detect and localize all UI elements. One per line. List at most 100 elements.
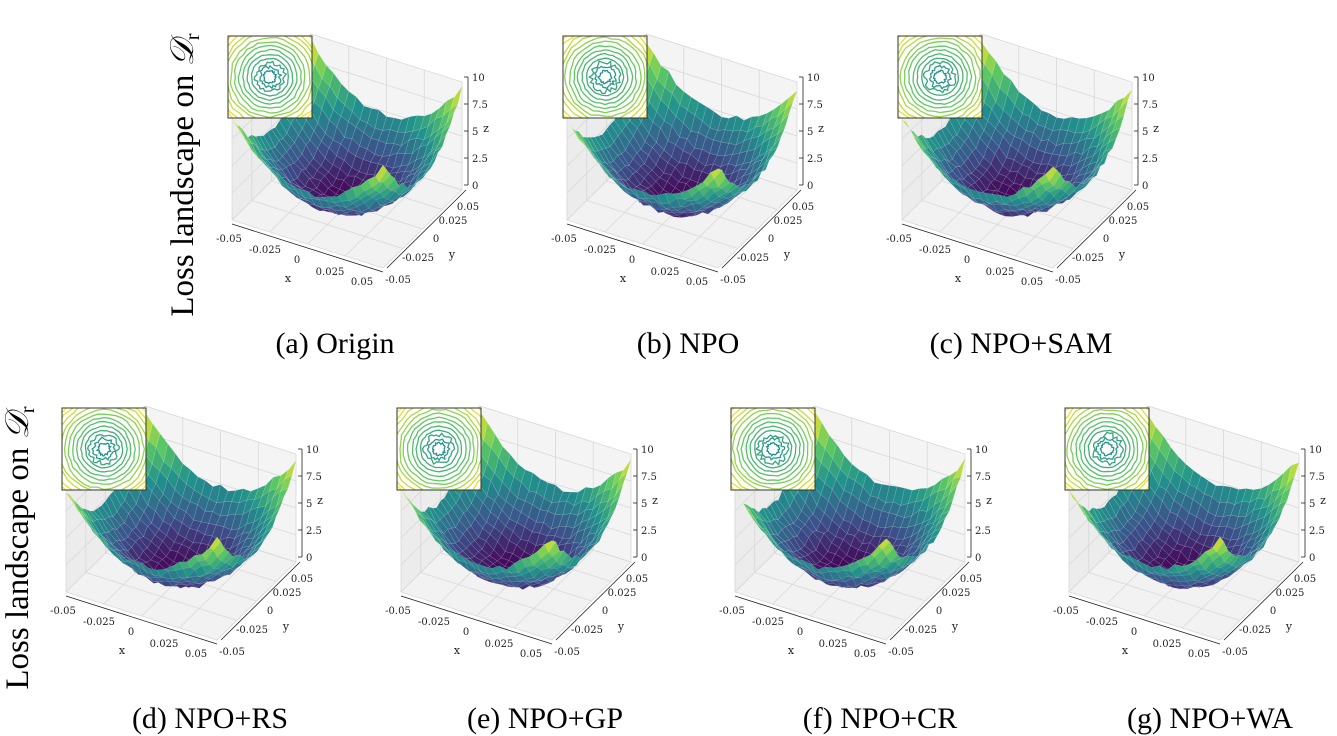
- x-axis-label: x: [1122, 644, 1129, 657]
- inset-border: [730, 407, 816, 491]
- contour-line: [563, 36, 646, 118]
- inset-background: [1065, 408, 1149, 490]
- contour-line: [262, 69, 278, 85]
- surface-cell: [1216, 541, 1229, 556]
- y-tick-label: -0.025: [236, 625, 268, 636]
- gridline: [1088, 464, 1240, 621]
- contour-line: [755, 434, 790, 467]
- y-axis-line: [555, 561, 636, 641]
- surface-cell: [611, 484, 624, 505]
- y-axis-line: [386, 189, 467, 269]
- x-tick-label: 0: [463, 627, 469, 638]
- surface-cell: [228, 554, 242, 568]
- contour-line: [596, 69, 613, 85]
- z-tick-label: 10: [807, 73, 820, 84]
- z-tick-label: 5: [1142, 127, 1148, 138]
- x-tick-label: -0.05: [216, 234, 242, 245]
- inset-background: [397, 408, 481, 490]
- contour-line: [80, 425, 128, 473]
- y-axis-label: y: [1118, 248, 1126, 261]
- surface-cell: [725, 183, 739, 193]
- z-tick-label: 0: [1309, 553, 1315, 564]
- x-tick-label: -0.05: [385, 606, 411, 617]
- y-tick-label: 0.05: [626, 574, 648, 585]
- z-axis-label: z: [317, 494, 323, 507]
- surface-cell: [1259, 533, 1272, 549]
- z-axis-label: z: [483, 122, 489, 135]
- contour-line: [397, 408, 481, 490]
- x-axis-line: [65, 595, 218, 645]
- surface-cell: [1247, 548, 1260, 563]
- z-tick-label: 10: [1309, 445, 1322, 456]
- y-axis-line: [1056, 189, 1137, 269]
- y-tick-label: 0: [936, 606, 942, 617]
- z-axis-label: z: [818, 122, 824, 135]
- surface-cell: [236, 554, 249, 566]
- contour-line: [91, 436, 117, 462]
- caption-e: (e) NPO+GP: [467, 702, 623, 735]
- surface-cell: [878, 538, 891, 550]
- x-tick-label: 0.05: [1021, 277, 1043, 288]
- contour-line: [1079, 421, 1135, 477]
- z-axis-label: z: [1320, 494, 1326, 507]
- y-tick-label: -0.05: [219, 647, 245, 658]
- contour-line: [1087, 429, 1127, 469]
- x-tick-label: 0: [128, 627, 134, 638]
- caption-c: (c) NPO+SAM: [930, 327, 1113, 360]
- contour-line: [399, 408, 479, 489]
- x-axis-label: x: [454, 644, 461, 657]
- y-axis-line: [220, 561, 301, 641]
- contour-line: [736, 412, 809, 485]
- y-tick-label: 0: [1270, 606, 1276, 617]
- contour-line: [63, 408, 146, 490]
- surface-cell: [244, 552, 257, 560]
- contour-line: [1083, 425, 1131, 473]
- contour-line: [907, 45, 973, 109]
- surface-cell: [567, 555, 580, 568]
- contour-line: [420, 429, 459, 469]
- surface-cell: [741, 182, 754, 193]
- contour-line: [62, 408, 146, 490]
- contour-line: [903, 40, 977, 114]
- surface-cell: [1243, 554, 1256, 563]
- contour-line: [588, 60, 622, 95]
- contour-line: [576, 49, 634, 106]
- y-axis-label: y: [951, 620, 959, 633]
- contour-lines: [228, 36, 312, 118]
- surface-mesh: [65, 412, 297, 589]
- contour-line: [1065, 408, 1149, 490]
- contour-line: [916, 53, 964, 101]
- x-tick-label: 0.05: [1188, 649, 1210, 660]
- surface-cell: [390, 182, 403, 192]
- gridline: [420, 464, 572, 621]
- contour-lines: [1065, 408, 1149, 490]
- inset-background: [563, 36, 647, 118]
- y-axis-label: y: [282, 620, 290, 633]
- z-axis-label: z: [986, 494, 992, 507]
- y-axis-line: [889, 561, 970, 641]
- y-tick-label: 0.05: [1294, 574, 1316, 585]
- x-tick-label: 0.05: [185, 649, 207, 660]
- contour-line: [1092, 431, 1125, 467]
- x-axis-line: [1068, 595, 1221, 645]
- surface-cell: [379, 169, 392, 183]
- caption-a: (a) Origin: [275, 327, 394, 360]
- surface-cell: [1231, 554, 1244, 568]
- surface-cell: [544, 540, 557, 553]
- contour-line: [573, 45, 638, 110]
- z-tick-label: 2.5: [641, 526, 657, 537]
- surface-cell: [209, 536, 222, 551]
- contour-line: [233, 41, 306, 114]
- surface-cell: [587, 541, 600, 553]
- surface-cell: [1223, 553, 1237, 564]
- inset-border: [61, 407, 147, 491]
- y-tick-label: -0.025: [1239, 625, 1271, 636]
- surface-cell: [280, 474, 293, 492]
- surface-cell: [232, 555, 246, 568]
- x-tick-label: -0.025: [249, 245, 281, 256]
- contour-line: [431, 441, 447, 457]
